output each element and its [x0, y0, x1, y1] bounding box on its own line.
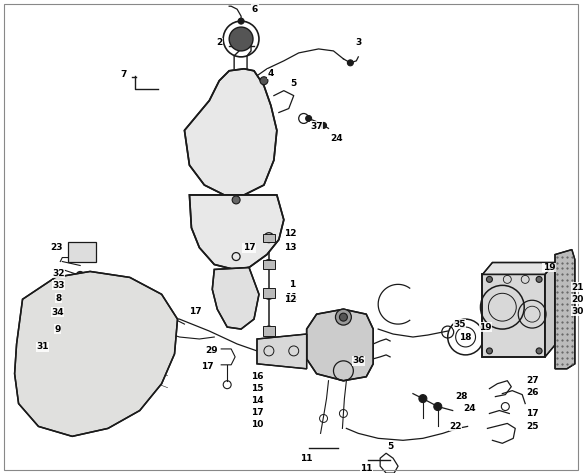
Circle shape	[347, 60, 353, 66]
Bar	[263, 326, 275, 336]
Circle shape	[486, 276, 492, 282]
Bar	[263, 288, 275, 298]
Text: 5: 5	[387, 442, 393, 451]
Text: 32: 32	[52, 269, 65, 278]
Circle shape	[434, 403, 442, 410]
Circle shape	[339, 313, 347, 321]
Text: 12: 12	[284, 229, 297, 238]
Text: 6: 6	[252, 5, 258, 14]
Text: 24: 24	[330, 134, 343, 143]
Circle shape	[232, 196, 240, 204]
Text: 19: 19	[543, 263, 555, 272]
Text: 10: 10	[251, 420, 263, 429]
Text: 25: 25	[526, 422, 538, 431]
Text: 30: 30	[572, 307, 584, 316]
Circle shape	[321, 123, 326, 128]
Text: 37: 37	[310, 122, 323, 131]
Text: 7: 7	[121, 70, 127, 79]
Circle shape	[536, 276, 542, 282]
Bar	[68, 242, 96, 262]
Text: 34: 34	[51, 308, 64, 317]
Text: 17: 17	[251, 408, 263, 417]
Text: 11: 11	[360, 464, 373, 473]
Text: 2: 2	[216, 38, 223, 48]
Text: 26: 26	[526, 388, 538, 397]
Text: 13: 13	[284, 243, 297, 252]
Text: 33: 33	[52, 281, 65, 290]
Text: 36: 36	[352, 356, 364, 365]
Circle shape	[486, 348, 492, 354]
Polygon shape	[212, 267, 259, 329]
Text: 18: 18	[460, 332, 472, 342]
Circle shape	[419, 395, 427, 403]
Polygon shape	[555, 249, 575, 369]
Circle shape	[238, 18, 244, 24]
Circle shape	[260, 77, 268, 85]
Text: 15: 15	[251, 384, 263, 393]
Text: 17: 17	[243, 243, 255, 252]
Polygon shape	[307, 309, 373, 381]
Circle shape	[536, 348, 542, 354]
Circle shape	[76, 295, 84, 303]
Bar	[263, 234, 275, 242]
Text: 3: 3	[355, 38, 361, 48]
Text: 9: 9	[54, 324, 61, 333]
Text: 20: 20	[572, 295, 584, 304]
Polygon shape	[545, 263, 555, 357]
Text: 22: 22	[450, 422, 462, 431]
Text: 31: 31	[36, 342, 48, 352]
Text: 19: 19	[479, 323, 492, 332]
Bar	[78, 307, 100, 321]
Circle shape	[76, 284, 84, 291]
Text: 24: 24	[463, 404, 476, 413]
Text: 17: 17	[201, 362, 214, 371]
Text: 23: 23	[50, 243, 62, 252]
Polygon shape	[15, 271, 178, 437]
Bar	[263, 259, 275, 269]
Text: 29: 29	[205, 346, 218, 355]
Text: 16: 16	[251, 372, 263, 381]
Polygon shape	[257, 334, 307, 369]
Text: 27: 27	[526, 376, 538, 385]
Polygon shape	[185, 69, 277, 195]
Text: 21: 21	[572, 283, 584, 292]
Polygon shape	[189, 195, 284, 269]
Text: 12: 12	[284, 295, 297, 304]
Text: 11: 11	[300, 454, 313, 463]
Text: 35: 35	[453, 320, 466, 329]
Text: 5: 5	[291, 79, 297, 88]
Text: 28: 28	[456, 392, 468, 401]
Text: 17: 17	[189, 307, 201, 316]
Text: 14: 14	[251, 396, 263, 405]
Circle shape	[76, 271, 84, 279]
Circle shape	[229, 27, 253, 51]
Text: 11: 11	[286, 293, 298, 302]
Circle shape	[305, 115, 312, 122]
Text: 4: 4	[267, 69, 274, 78]
Text: 17: 17	[526, 409, 538, 418]
Circle shape	[335, 309, 352, 325]
Text: 8: 8	[55, 294, 61, 303]
Bar	[78, 325, 100, 337]
Text: 1: 1	[288, 280, 295, 289]
Polygon shape	[482, 275, 545, 357]
Polygon shape	[482, 263, 555, 275]
